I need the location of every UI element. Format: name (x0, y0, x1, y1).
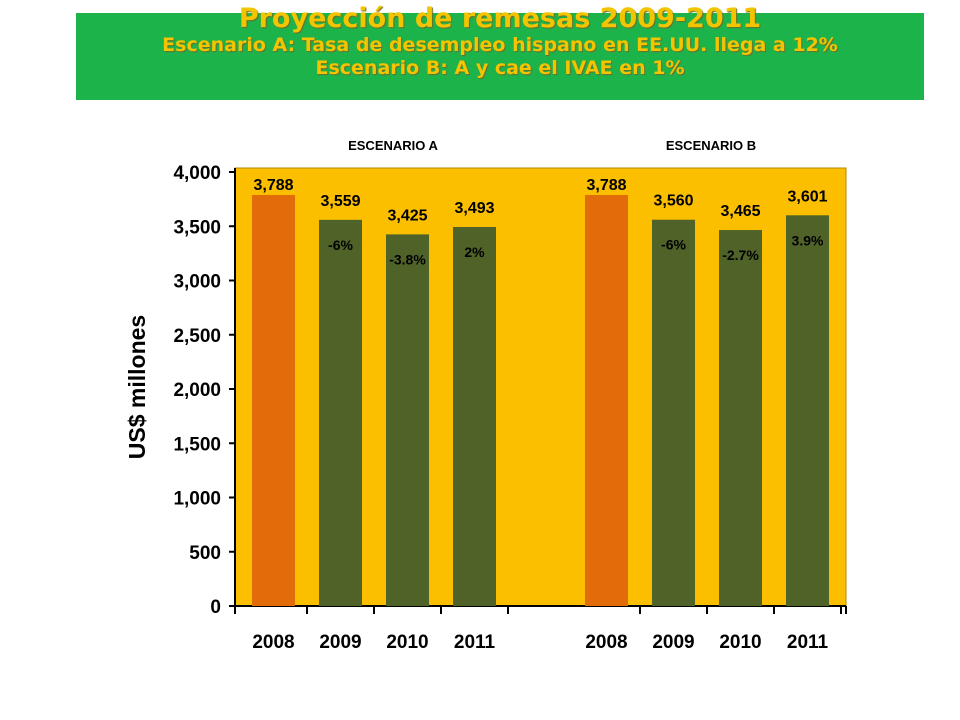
bar (585, 195, 628, 606)
bar-change-label: -2.7% (722, 247, 759, 263)
data-labels: 3,788 3,559 -6% 3,425 -3.8% 3,493 2% 3,788 3,560… (253, 177, 827, 267)
bar-change-label: 3.9% (792, 232, 824, 248)
x-tick-label: 2009 (319, 632, 361, 653)
y-tick-label: 0 (210, 597, 221, 618)
bar-value-label: 3,788 (586, 177, 626, 194)
y-tick-label: 2,500 (173, 326, 221, 347)
bar (719, 230, 762, 607)
scenario-label: ESCENARIO A (348, 138, 438, 153)
title-banner: Proyección de remesas 2009-2011 Escenari… (76, 4, 924, 100)
chart-title: Proyección de remesas 2009-2011 (238, 3, 762, 34)
bar (252, 195, 295, 606)
bar (386, 234, 429, 606)
bar (786, 215, 829, 606)
bar-value-label: 3,425 (387, 207, 427, 224)
scenario-label: ESCENARIO B (666, 138, 756, 153)
x-tick-label: 2011 (787, 632, 829, 653)
x-tick-label: 2010 (719, 632, 761, 653)
scenario-labels: ESCENARIO A ESCENARIO B (348, 138, 756, 153)
bar-value-label: 3,788 (253, 177, 293, 194)
chart-subtitle-scenario-b: Escenario B: A y cae el IVAE en 1% (315, 57, 685, 79)
y-tick-label: 3,500 (173, 217, 221, 238)
x-tick-label: 2008 (585, 632, 627, 653)
x-tick-label: 2008 (252, 632, 294, 653)
y-axis-ticks: 0 500 1,000 1,500 2,000 2,500 3,000 3,500 4,000 (173, 163, 235, 618)
bar-value-label: 3,601 (787, 188, 827, 205)
y-axis-label: US$ millones (124, 315, 150, 459)
x-tick-label: 2011 (454, 632, 496, 653)
x-tick-label: 2009 (652, 632, 694, 653)
bar-value-label: 3,493 (454, 200, 494, 217)
bar-change-label: -3.8% (389, 251, 426, 267)
bar (453, 227, 496, 606)
bar-value-label: 3,465 (720, 203, 760, 220)
y-tick-label: 4,000 (173, 163, 221, 184)
bar-change-label: 2% (464, 244, 485, 260)
bar-change-label: -6% (661, 237, 686, 253)
y-tick-label: 1,500 (173, 434, 221, 455)
y-tick-label: 500 (189, 543, 221, 564)
bar (319, 219, 362, 606)
bar-value-label: 3,560 (653, 193, 693, 210)
y-tick-label: 1,000 (173, 489, 221, 510)
y-tick-label: 3,000 (173, 272, 221, 293)
chart-subtitle-scenario-a: Escenario A: Tasa de desempleo hispano e… (162, 34, 838, 56)
x-tick-label: 2010 (386, 632, 428, 653)
bar-value-label: 3,559 (320, 193, 360, 210)
bar (652, 219, 695, 607)
bar-change-label: -6% (328, 237, 353, 253)
y-tick-label: 2,000 (173, 380, 221, 401)
x-axis-ticks: 2008 2009 2010 2011 2008 2009 2010 2011 (234, 606, 847, 653)
bars (252, 195, 829, 607)
